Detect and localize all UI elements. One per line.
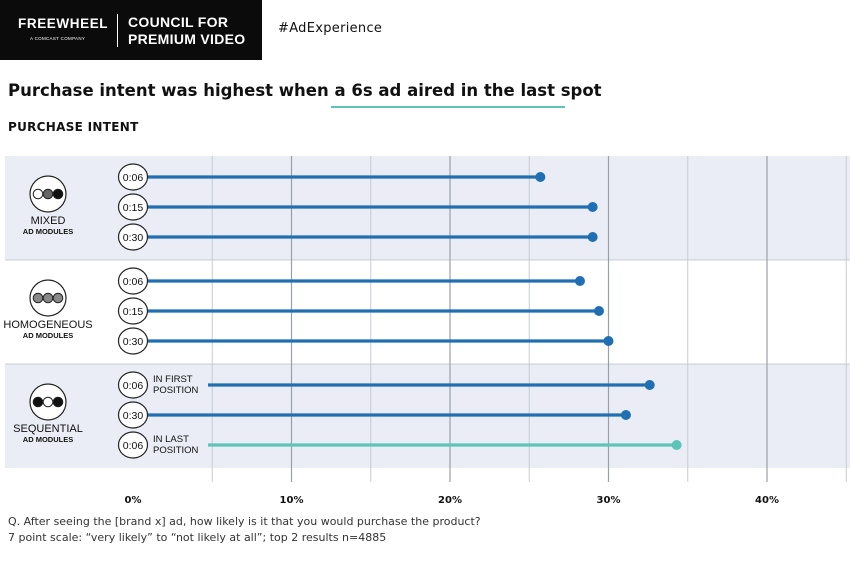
x-tick-label: 30%	[597, 495, 621, 506]
duration-label: 0:30	[123, 410, 144, 422]
bar-endpoint	[644, 380, 655, 390]
footnote-question: Q. After seeing the [brand x] ad, how li…	[8, 515, 481, 528]
group-icon-dot	[52, 292, 64, 304]
duration-badge	[117, 327, 149, 355]
header-divider	[117, 14, 118, 47]
bar-note-line1: IN LAST	[153, 434, 189, 445]
title-highlight-underline	[331, 106, 565, 108]
duration-badge	[117, 223, 149, 251]
bar-note-line2: POSITION	[153, 385, 199, 396]
duration-badge	[117, 297, 149, 325]
duration-badge	[117, 431, 149, 459]
x-tick-label: 40%	[755, 495, 779, 506]
footnote-scale: 7 point scale: “very likely” to “not lik…	[8, 531, 387, 544]
duration-badge	[117, 163, 149, 191]
duration-label: 0:30	[123, 232, 144, 244]
council-logo-line2: PREMIUM VIDEO	[128, 31, 246, 47]
duration-label: 0:06	[123, 380, 144, 392]
group-icon-dot	[52, 396, 64, 408]
chart-subtitle: PURCHASE INTENT	[8, 120, 139, 134]
duration-badge	[117, 401, 149, 429]
brand-header: FREEWHEEL A COMCAST COMPANY COUNCIL FOR …	[0, 0, 262, 60]
group-icon-dot	[32, 292, 44, 304]
bar-endpoint	[671, 440, 682, 450]
x-tick-label: 10%	[280, 495, 304, 506]
bar-endpoint	[620, 410, 631, 420]
bar-note-line1: IN FIRST	[153, 374, 193, 385]
page-title: Purchase intent was highest when a 6s ad…	[8, 81, 602, 100]
x-tick-label: 20%	[438, 495, 462, 506]
bar-note-line2: POSITION	[153, 445, 199, 456]
group-icon-dot	[32, 188, 44, 200]
duration-label: 0:06	[123, 172, 144, 184]
group-icon-dot	[52, 188, 64, 200]
council-logo-line1: COUNCIL FOR	[128, 14, 229, 30]
group-sublabel: AD MODULES	[23, 435, 73, 444]
duration-label: 0:06	[123, 276, 144, 288]
duration-badge	[117, 267, 149, 295]
duration-label: 0:15	[123, 202, 144, 214]
group-sublabel: AD MODULES	[23, 227, 73, 236]
group-label: HOMOGENEOUS	[3, 319, 92, 331]
group-label: MIXED	[31, 215, 66, 227]
duration-label: 0:06	[123, 440, 144, 452]
duration-badge	[117, 371, 149, 399]
freewheel-logo-subtext: A COMCAST COMPANY	[30, 36, 86, 41]
group-label: SEQUENTIAL	[13, 423, 83, 435]
bar-endpoint	[587, 202, 598, 212]
hashtag-label: #AdExperience	[278, 21, 383, 36]
duration-label: 0:30	[123, 336, 144, 348]
duration-badge	[117, 193, 149, 221]
bar-endpoint	[574, 276, 585, 286]
group-icon-dot	[42, 292, 54, 304]
duration-label: 0:15	[123, 306, 144, 318]
group-icon-dot	[42, 396, 54, 408]
bar-endpoint	[603, 336, 614, 346]
group-icon-dot	[42, 188, 54, 200]
bar-endpoint	[587, 232, 598, 242]
bar-endpoint	[535, 172, 546, 182]
freewheel-logo: FREEWHEEL	[18, 16, 109, 31]
bar-endpoint	[593, 306, 604, 316]
x-tick-label: 0%	[125, 495, 142, 506]
group-icon-dot	[32, 396, 44, 408]
group-sublabel: AD MODULES	[23, 331, 73, 340]
